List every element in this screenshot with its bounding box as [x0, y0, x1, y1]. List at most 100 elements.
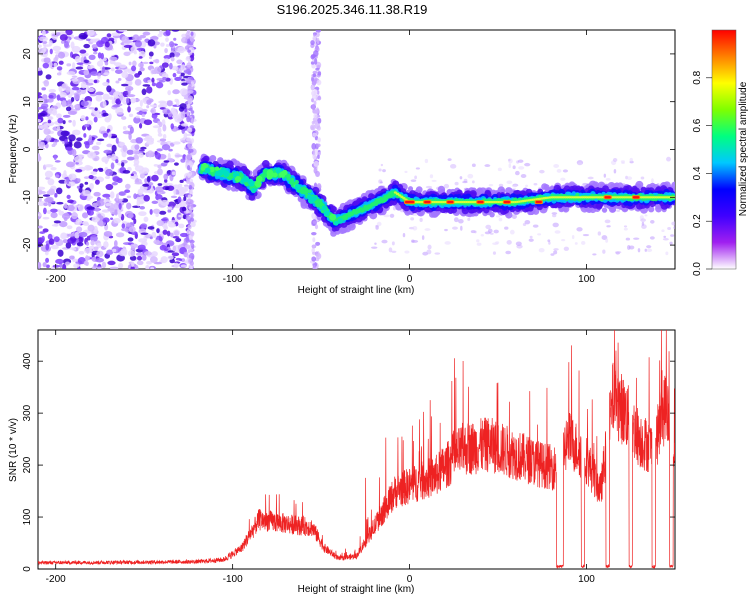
spectrogram-noise-blob [625, 237, 631, 241]
spectrogram-noise-blob [382, 169, 386, 173]
spectrogram-noise-blob [641, 221, 645, 226]
spectrogram-noise-blob [160, 199, 170, 207]
spectrogram-noise-blob [74, 55, 81, 63]
spectrogram-noise-blob [522, 222, 527, 227]
spectrogram-noise-blob [104, 41, 110, 48]
spectrogram-noise-blob [127, 82, 133, 85]
spectrogram-noise-blob [149, 104, 158, 108]
spectrogram-noise-blob [83, 260, 89, 266]
spectrogram-noise-blob [143, 216, 149, 223]
spectrogram-noise-blob [121, 162, 125, 167]
spectrogram-noise-blob [164, 178, 168, 183]
spectrogram-noise-blob [42, 194, 51, 197]
spectrogram-noise-blob [87, 224, 95, 232]
spectrogram-noise-blob [118, 191, 126, 196]
spectrogram-noise-blob [130, 45, 137, 54]
spectrogram-noise-blob [56, 94, 61, 101]
spectrogram-noise-blob [88, 54, 96, 61]
spectrogram-noise-blob [102, 93, 110, 101]
spectrogram-noise-blob [83, 43, 91, 49]
spectrogram-noise-blob [88, 174, 94, 180]
spectrogram-noise-blob [77, 178, 81, 182]
spectrogram-noise-blob [179, 103, 187, 110]
spectrogram-noise-blob [47, 116, 54, 121]
spectrogram-noise-blob [84, 142, 90, 149]
spectrogram-noise-blob [186, 103, 190, 109]
spectrogram-noise-blob [47, 233, 53, 240]
spectrogram-noise-blob [73, 263, 80, 269]
spectrogram-noise-blob [57, 51, 66, 59]
spectrogram-noise-blob [157, 183, 163, 186]
spectrogram-noise-blob [65, 146, 73, 151]
spectrogram-noise-blob [146, 260, 152, 265]
spectrogram-noise-blob [77, 204, 84, 212]
spectrogram-noise-blob [512, 165, 516, 170]
spectrogram-noise-blob [606, 225, 611, 228]
spectrogram-noise-blob [158, 100, 167, 104]
spectrogram-noise-blob [189, 191, 194, 195]
spectrogram-noise-blob [185, 236, 190, 243]
spectrogram-noise-blob [94, 206, 100, 212]
spectrogram-noise-blob [52, 45, 62, 52]
spectrogram-noise-blob [621, 161, 625, 164]
spectrogram-noise-blob [146, 105, 150, 109]
spectrogram-noise-layer [38, 30, 675, 269]
spectrogram-noise-blob [312, 80, 317, 85]
spectrogram-noise-blob [537, 233, 542, 236]
spectrogram-noise-blob [644, 214, 648, 217]
spectrogram-noise-blob [53, 236, 60, 243]
spectrogram-noise-blob [190, 204, 194, 209]
spectrogram-noise-blob [424, 158, 429, 164]
spectrogram-noise-blob [187, 150, 191, 155]
spectrogram-noise-blob [67, 199, 74, 204]
spectrogram-noise-blob [101, 66, 106, 74]
spectrogram-noise-blob [150, 107, 156, 114]
spectrogram-noise-blob [134, 181, 143, 185]
spectrogram-noise-blob [650, 219, 655, 224]
spectrogram-noise-blob [316, 143, 321, 148]
spectrogram-noise-blob [56, 125, 61, 132]
spectrogram-noise-blob [149, 208, 153, 215]
spectrogram-noise-blob [167, 206, 173, 210]
spectrogram-noise-blob [163, 173, 169, 180]
spectrogram-noise-blob [135, 115, 140, 119]
spectrogram-noise-blob [55, 174, 60, 179]
spectrogram-noise-blob [62, 120, 66, 125]
spectrogram-noise-blob [93, 246, 99, 251]
spectrogram-noise-blob [55, 258, 64, 265]
spectrogram-noise-blob [42, 94, 48, 100]
spectrogram-ridge-blob [532, 208, 540, 215]
spectrogram-noise-blob [127, 250, 136, 257]
spectrogram-noise-blob [80, 100, 89, 107]
spectrogram-noise-blob [52, 264, 60, 268]
spectrogram-noise-blob [152, 208, 161, 214]
spectrogram-noise-blob [66, 194, 71, 200]
spectrogram-noise-blob [187, 127, 193, 133]
spectrogram-noise-blob [95, 200, 105, 207]
spectrogram-noise-blob [317, 71, 322, 76]
spectrogram-noise-blob [86, 235, 91, 241]
spectrogram-noise-blob [171, 252, 180, 257]
spectrogram-noise-blob [43, 57, 51, 64]
spectrogram-noise-blob [115, 66, 119, 70]
spectrogram-noise-blob [130, 266, 135, 269]
spectrogram-noise-blob [50, 244, 59, 250]
spectrogram-noise-blob [45, 74, 52, 80]
spectrogram-noise-blob [44, 164, 54, 168]
spectrogram-noise-blob [97, 138, 105, 142]
spectrogram-noise-blob [38, 44, 42, 48]
spectrogram-noise-blob [170, 56, 175, 62]
spectrogram-noise-blob [87, 79, 94, 84]
spectrogram-noise-blob [124, 39, 133, 44]
spectrogram-noise-blob [71, 62, 76, 70]
spectrogram-noise-blob [96, 40, 105, 48]
spectrogram-noise-blob [74, 104, 79, 109]
spectrogram-noise-blob [313, 33, 316, 37]
spectrogram-noise-blob [493, 229, 499, 234]
spectrogram-noise-blob [45, 196, 54, 203]
spectrogram-noise-blob [178, 223, 185, 229]
spectrogram-noise-blob [663, 235, 667, 238]
spectrogram-noise-blob [43, 45, 47, 52]
spectrogram-ridge-blob [202, 155, 210, 163]
spectrogram-noise-blob [89, 183, 94, 190]
